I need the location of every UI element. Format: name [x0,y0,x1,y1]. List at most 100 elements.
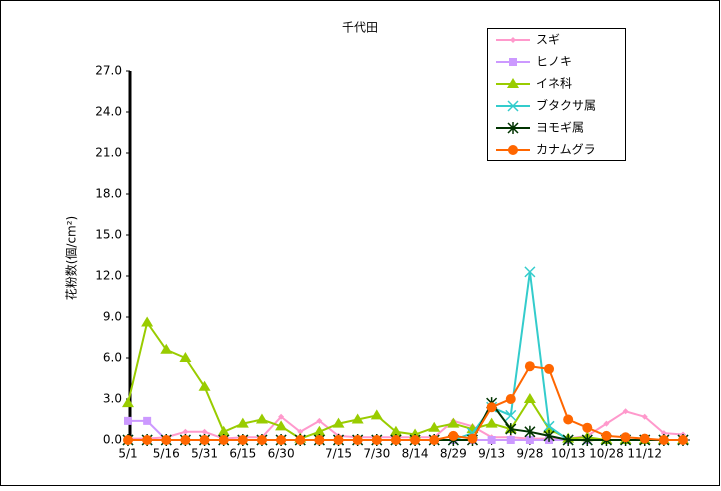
legend-label: カナムグラ [536,143,596,157]
data-point [161,435,172,445]
data-point [525,436,534,444]
data-point [179,352,192,362]
data-point [352,435,363,445]
data-point [429,435,440,445]
data-point [295,435,306,445]
y-tick-label: 3.0 [103,392,122,406]
data-point [563,414,574,425]
data-point [505,394,516,404]
data-point [543,420,555,432]
data-point [276,435,287,445]
data-point [639,433,650,444]
data-point [505,423,517,436]
legend-marker [507,100,519,112]
legend-label: スギ [536,33,560,47]
y-tick-label: 12.0 [95,269,122,283]
data-point [314,435,325,445]
legend-label: ヨモギ属 [536,121,584,135]
chart-title: 千代田 [342,21,378,35]
data-point [160,343,173,354]
data-point [390,435,401,445]
data-point [581,434,593,446]
data-point [124,416,132,425]
legend-box [487,28,626,161]
y-tick-label: 18.0 [95,187,122,201]
data-point [237,435,248,445]
data-point [620,432,631,443]
data-point [278,413,285,420]
x-tick-label: 9/28 [516,447,543,461]
data-point [641,413,648,420]
legend-marker [509,58,517,66]
data-point [582,422,593,433]
data-point [275,420,288,431]
data-point [198,380,211,391]
y-tick-label: 27.0 [95,64,122,78]
data-point [255,413,268,424]
data-point [467,433,478,444]
x-tick-label: 5/1 [118,447,137,461]
data-point [122,397,134,408]
data-point [448,430,459,441]
data-point [123,435,133,445]
data-point [332,417,345,428]
data-point [410,435,421,445]
y-tick-label: 6.0 [103,351,122,365]
data-point [485,417,498,428]
x-tick-label: 5/16 [153,447,180,461]
data-point [660,430,667,437]
data-point [505,409,517,421]
data-point [217,425,230,436]
data-point [622,408,629,415]
data-point [678,435,688,445]
data-point [601,430,612,441]
data-point [370,409,383,420]
data-point [180,435,191,445]
data-point [333,435,344,445]
data-point [236,417,249,428]
data-point [389,425,402,436]
x-tick-label: 11/12 [627,447,662,461]
y-tick-label: 24.0 [95,105,122,119]
legend-marker [510,37,516,43]
legend-label: ブタクサ属 [536,98,596,113]
data-point [201,428,208,435]
data-point [297,428,304,435]
data-point [506,436,515,444]
y-tick-label: 21.0 [95,146,122,160]
data-point [218,435,229,445]
y-tick-label: 0.0 [103,433,122,447]
x-tick-label: 7/30 [363,447,390,461]
x-tick-label: 5/31 [191,447,218,461]
data-point [143,416,152,425]
legend-marker [507,122,519,134]
data-point [524,361,535,372]
x-tick-label: 6/15 [229,447,256,461]
data-point [351,413,364,424]
x-tick-label: 8/29 [440,447,467,461]
data-point [524,266,536,278]
data-point [486,402,497,413]
data-point [447,417,460,428]
data-point [562,434,574,446]
data-point [142,435,153,445]
x-tick-label: 9/13 [478,447,505,461]
data-point [524,425,536,438]
x-tick-label: 8/14 [402,447,429,461]
data-point [603,420,610,427]
data-point [371,435,382,445]
y-tick-label: 15.0 [95,228,122,242]
data-point [543,429,555,442]
x-tick-label: 10/13 [551,447,586,461]
x-tick-label: 6/30 [268,447,295,461]
y-tick-label: 9.0 [103,310,122,324]
y-axis-label: 花粉数(個/cm²) [64,216,79,301]
x-tick-label: 10/28 [589,447,624,461]
data-point [141,316,154,327]
data-point [428,421,441,432]
legend-marker [507,78,519,88]
legend-label: イネ科 [536,77,572,91]
data-point [487,436,496,444]
data-point [316,417,323,424]
x-tick-label: 7/15 [325,447,352,461]
